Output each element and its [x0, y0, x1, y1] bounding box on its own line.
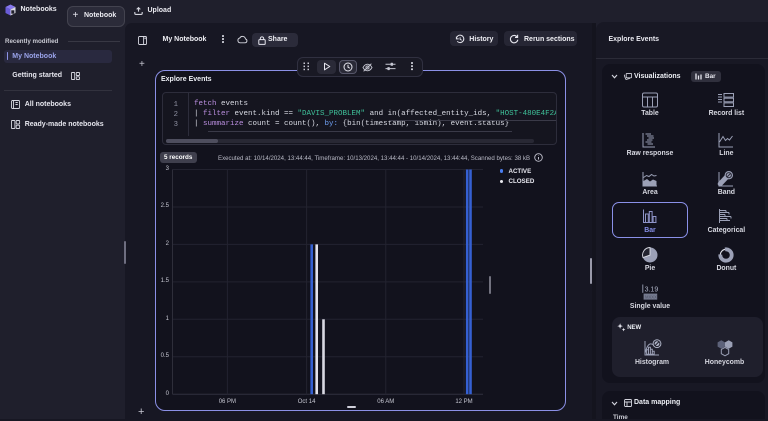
- svg-text:3.19: 3.19: [645, 287, 659, 294]
- svg-text:MXXX: MXXX: [645, 294, 657, 299]
